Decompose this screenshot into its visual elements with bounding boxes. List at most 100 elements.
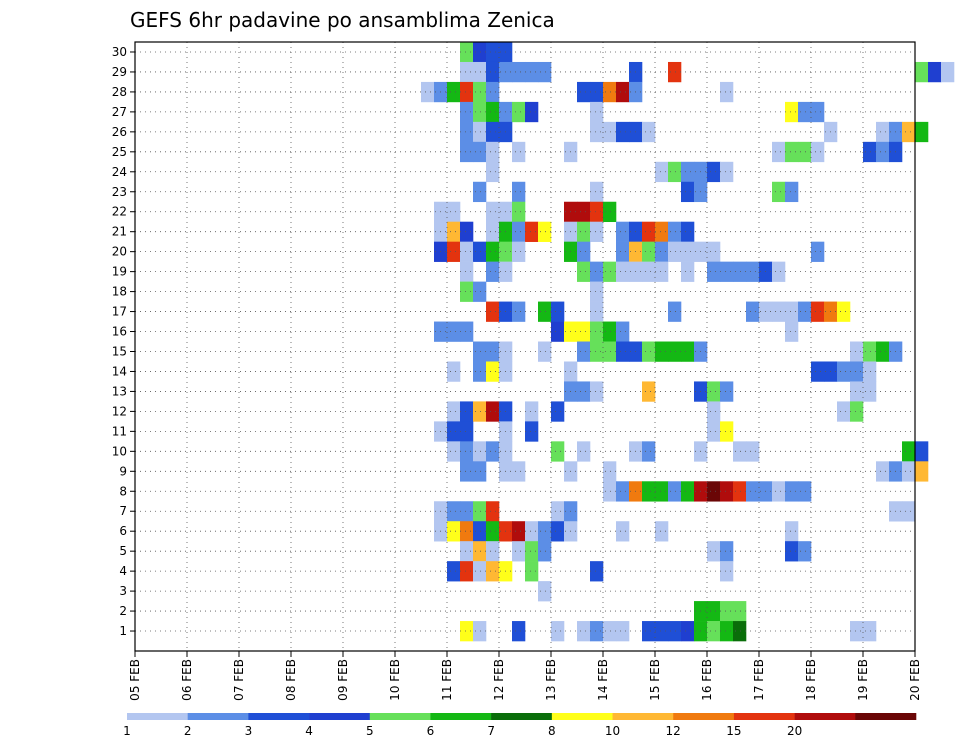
heatmap-cell [577,81,591,103]
colorbar-label: 12 [666,724,681,738]
heatmap-cell [707,481,721,502]
heatmap-cell [473,341,487,362]
heatmap-cell [928,61,942,83]
y-tick-label: 11 [112,424,127,438]
heatmap-cell [863,381,877,402]
y-tick-label: 8 [119,484,127,498]
heatmap-cell [720,261,734,282]
heatmap-cell [512,141,526,163]
heatmap-cell [460,461,474,482]
colorbar: 1 2 3 4 5 6 7 8 10 12 15 20 [123,713,917,738]
heatmap-cell [798,141,812,163]
colorbar-swatch [673,713,735,720]
heatmap-cell [785,141,799,163]
heatmap-cell [720,421,734,442]
heatmap-cell [473,101,487,123]
heatmap-cell [707,541,721,562]
heatmap-cell [720,381,734,402]
x-tick-label: 10 FEB [388,659,402,701]
heatmap-cell [473,561,487,582]
heatmap-cell [746,441,760,462]
heatmap-cell [577,261,591,282]
heatmap-cell [473,621,487,642]
heatmap-cell [681,481,695,502]
y-tick-label: 26 [112,125,127,139]
heatmap-cell [551,441,565,462]
heatmap-cell [681,181,695,203]
heatmap-cell [642,121,656,143]
heatmap-cell [707,261,721,282]
heatmap-cell [642,621,656,642]
heatmap-cell [486,201,500,223]
heatmap-cell [668,341,682,362]
heatmap-cell [785,101,799,123]
heatmap-cell [603,341,617,362]
heatmap-cell [447,401,461,422]
heatmap-cell [486,221,500,242]
heatmap-cell [473,361,487,382]
heatmap-cell [668,301,682,322]
heatmap-cell [837,401,851,422]
heatmap-cell [486,241,500,262]
heatmap-cell [460,141,474,163]
heatmap-cell [850,381,864,402]
heatmap-cell [551,401,565,422]
heatmap-cell [863,341,877,362]
colorbar-swatch [248,713,310,720]
y-tick-label: 22 [112,205,127,219]
heatmap-cell [486,101,500,123]
x-axis: 05 FEB 06 FEB 07 FEB 08 FEB 09 FEB 10 FEB 11 F… [128,651,922,701]
heatmap-cell [577,321,591,342]
heatmap-cell [746,261,760,282]
heatmap-cell [512,541,526,562]
heatmap-cell [811,241,825,262]
heatmap-cell [577,221,591,242]
heatmap-cell [720,161,734,183]
heatmap-cell [486,81,500,103]
heatmap-cell [668,241,682,262]
heatmap-cell [707,381,721,402]
heatmap-cell [447,81,461,103]
heatmap-cell [772,141,786,163]
heatmap-cell [655,221,669,242]
heatmap-cell [616,81,630,103]
x-tick-label: 17 FEB [752,659,766,701]
heatmap-cell [460,421,474,442]
heatmap-cell [447,521,461,542]
heatmap-cell [720,561,734,582]
heatmap-cell [655,621,669,642]
x-tick-label: 18 FEB [804,659,818,701]
y-tick-label: 16 [112,325,127,339]
colorbar-label: 3 [245,724,253,738]
heatmap-cell [460,541,474,562]
heatmap-cell [525,541,539,562]
heatmap-cell [707,161,721,183]
y-tick-label: 27 [112,105,127,119]
heatmap-cell [447,421,461,442]
heatmap-cell [538,301,552,322]
heatmap-cell [811,141,825,163]
colorbar-swatch [430,713,492,720]
y-tick-label: 7 [119,504,127,518]
heatmap-cell [460,101,474,123]
heatmap-cell [772,481,786,502]
heatmap-cell [642,481,656,502]
heatmap-cell [642,241,656,262]
heatmap-cell [577,441,591,462]
heatmap-cell [811,361,825,382]
heatmap-cell [616,481,630,502]
heatmap-cell [876,141,890,163]
y-tick-label: 12 [112,404,127,418]
heatmap-cell [837,301,851,322]
heatmap-cell [473,241,487,262]
heatmap-cell [512,201,526,223]
heatmap-cell [590,281,604,302]
x-tick-label: 14 FEB [596,659,610,701]
heatmap-cell [681,161,695,183]
heatmap-cell [603,621,617,642]
heatmap-cell [733,441,747,462]
heatmap-cell [551,521,565,542]
heatmap-cell [837,361,851,382]
heatmap-cell [460,561,474,582]
heatmap-cell [668,221,682,242]
